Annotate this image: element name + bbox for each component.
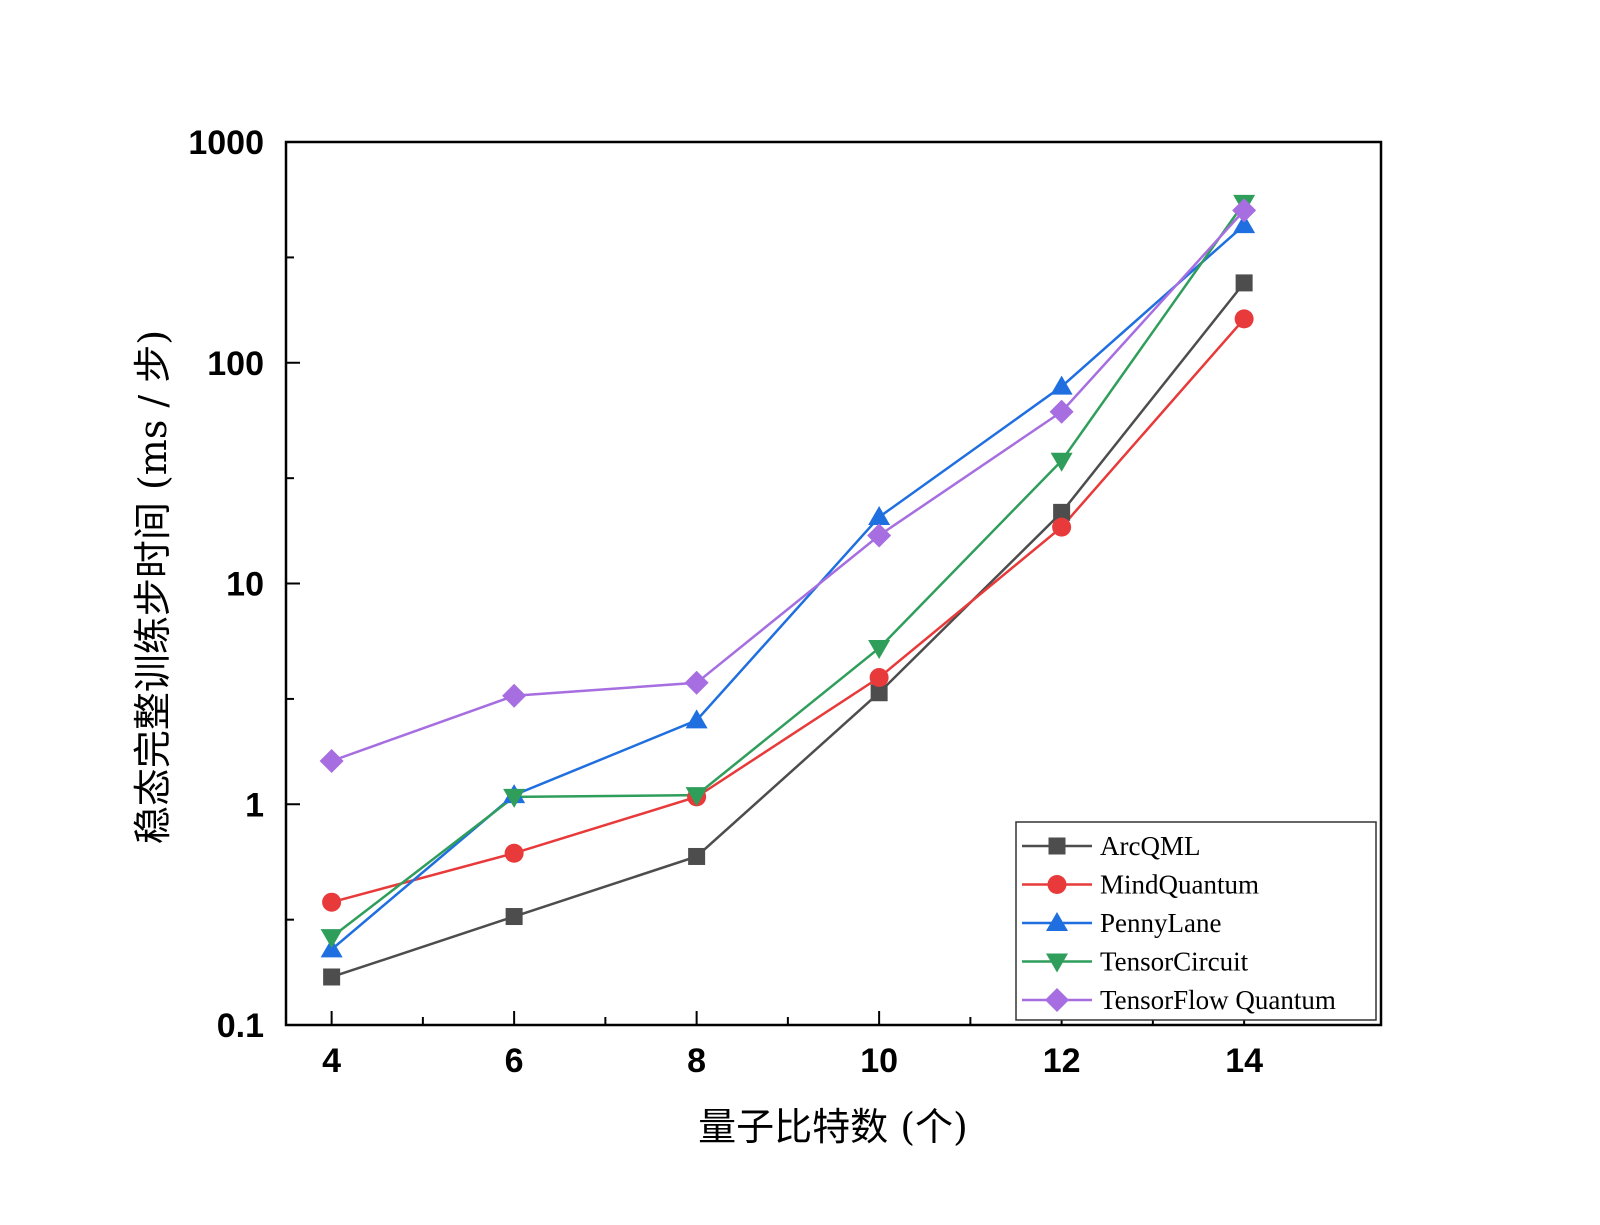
legend-label-tensorcircuit: TensorCircuit: [1100, 947, 1249, 977]
data-point-tensorflow-quantum: [319, 749, 344, 774]
y-axis-title: 稳态完整训练步时间 (ms / 步): [131, 330, 175, 844]
x-tick-label: 8: [687, 1042, 706, 1080]
legend-label-arcqml: ArcQML: [1100, 831, 1200, 861]
data-point-mindquantum: [1234, 309, 1254, 329]
data-point-tensorflow-quantum: [502, 683, 527, 708]
data-point-pennylane: [868, 506, 891, 526]
y-tick-label: 0.1: [217, 1007, 264, 1045]
data-point-tensorflow-quantum: [684, 670, 709, 695]
data-point-arcqml: [688, 847, 706, 865]
y-axis-ticks: 0.1 1 10 100 1000: [188, 124, 300, 1045]
data-point-tensorflow-quantum: [1049, 399, 1074, 424]
data-point-tensorcircuit: [503, 788, 526, 808]
series-line-tensorcircuit: [330, 202, 1246, 939]
x-tick-label: 14: [1225, 1042, 1263, 1080]
data-point-pennylane: [1050, 375, 1073, 395]
legend: ArcQML MindQuantum PennyLane TensorCircuit T…: [1015, 821, 1377, 1021]
x-tick-label: 6: [505, 1042, 524, 1080]
legend-label-mindquantum: MindQuantum: [1100, 870, 1259, 900]
legend-marker-arcqml: [1048, 837, 1066, 855]
y-tick-label: 1000: [188, 124, 264, 162]
legend-label-pennylane: PennyLane: [1100, 908, 1221, 938]
series-line-tensorflow-quantum: [331, 209, 1246, 763]
x-axis-ticks: 4 6 8 10 12 14: [322, 1011, 1263, 1080]
data-point-arcqml: [323, 968, 341, 986]
data-point-mindquantum: [869, 668, 889, 688]
data-point-pennylane: [685, 709, 708, 729]
legend-marker-tensorcircuit: [1046, 953, 1068, 973]
x-tick-label: 12: [1043, 1042, 1081, 1080]
series-lines: [330, 202, 1246, 979]
x-tick-label: 4: [322, 1042, 341, 1080]
y-tick-label: 1: [245, 786, 264, 824]
data-point-tensorcircuit: [1050, 452, 1073, 472]
legend-marker-mindquantum: [1047, 875, 1067, 894]
x-axis-title: 量子比特数 (个): [698, 1105, 968, 1149]
y-tick-label: 10: [226, 566, 264, 604]
data-point-mindquantum: [1052, 517, 1072, 537]
legend-box: [1015, 821, 1377, 1021]
data-point-arcqml: [870, 684, 888, 702]
series-line-arcqml: [331, 282, 1246, 979]
y-tick-label: 100: [207, 345, 264, 383]
data-point-pennylane: [1233, 214, 1256, 234]
data-point-mindquantum: [322, 892, 342, 912]
data-point-tensorcircuit: [868, 640, 891, 660]
data-point-arcqml: [505, 908, 523, 926]
series-line-mindquantum: [331, 318, 1246, 904]
data-point-tensorcircuit: [320, 929, 343, 949]
legend-label-tensorflow-quantum: TensorFlow Quantum: [1100, 985, 1336, 1015]
data-point-tensorflow-quantum: [867, 523, 892, 548]
legend-marker-tensorflow-quantum: [1045, 988, 1069, 1012]
data-point-arcqml: [1235, 274, 1253, 292]
data-point-tensorflow-quantum: [1232, 198, 1257, 223]
series-markers: [319, 194, 1257, 986]
data-point-arcqml: [1053, 503, 1071, 521]
legend-marker-pennylane: [1046, 912, 1068, 931]
data-point-tensorcircuit: [685, 787, 708, 807]
data-point-mindquantum: [504, 843, 524, 863]
x-tick-label: 10: [860, 1042, 898, 1080]
